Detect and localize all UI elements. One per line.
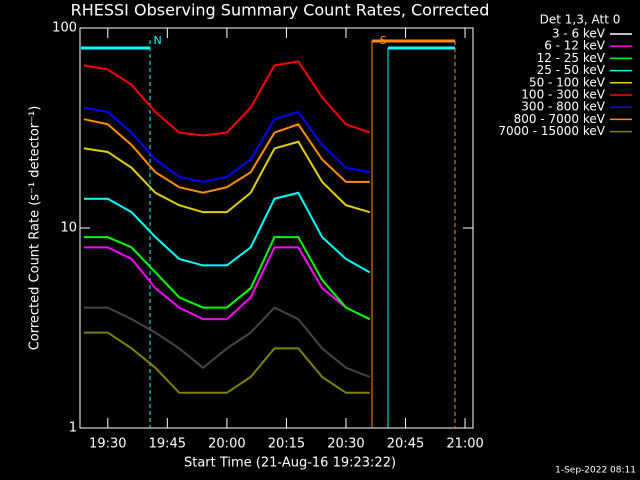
x-tick-label: 21:00 [446, 437, 483, 452]
x-axis-label: Start Time (21-Aug-16 19:23:22) [184, 456, 396, 471]
series-line [83, 60, 371, 137]
annotation: S [380, 34, 387, 47]
x-tick-label: 20:00 [208, 437, 245, 452]
legend-label: 12 - 25 keV [537, 51, 606, 65]
plot-frame [79, 27, 474, 429]
series-line [83, 191, 371, 274]
legend-title: Det 1,3, Att 0 [540, 13, 621, 27]
y-tick-label: 10 [60, 221, 77, 236]
y-tick-label: 1 [69, 421, 77, 436]
legend-label: 3 - 6 keV [552, 27, 606, 41]
series-line [83, 236, 371, 321]
y-axis-label: Corrected Count Rate (s⁻¹ detector⁻¹) [28, 106, 43, 351]
series-line [83, 246, 371, 321]
legend-label: 7000 - 15000 keV [498, 124, 605, 138]
chart-title: RHESSI Observing Summary Count Rates, Co… [71, 1, 490, 20]
x-tick-label: 19:45 [149, 437, 186, 452]
legend-label: 300 - 800 keV [521, 100, 605, 114]
legend-label: 800 - 7000 keV [514, 112, 606, 126]
series-line [83, 118, 370, 194]
series-line [83, 140, 371, 214]
x-tick-label: 20:15 [268, 437, 305, 452]
y-tick-label: 100 [52, 21, 77, 36]
legend-label: 25 - 50 keV [537, 63, 606, 77]
series-line [83, 106, 370, 183]
x-tick-label: 20:45 [387, 437, 424, 452]
x-tick-label: 20:30 [327, 437, 364, 452]
legend-label: 6 - 12 keV [544, 39, 606, 53]
legend-label: 50 - 100 keV [529, 75, 606, 89]
annotation: N [153, 34, 161, 47]
series-line [83, 306, 371, 378]
footer: 1-Sep-2022 08:11 [555, 466, 636, 476]
x-tick-label: 19:30 [89, 437, 126, 452]
legend-label: 100 - 300 keV [521, 88, 605, 102]
series-line [83, 331, 370, 394]
